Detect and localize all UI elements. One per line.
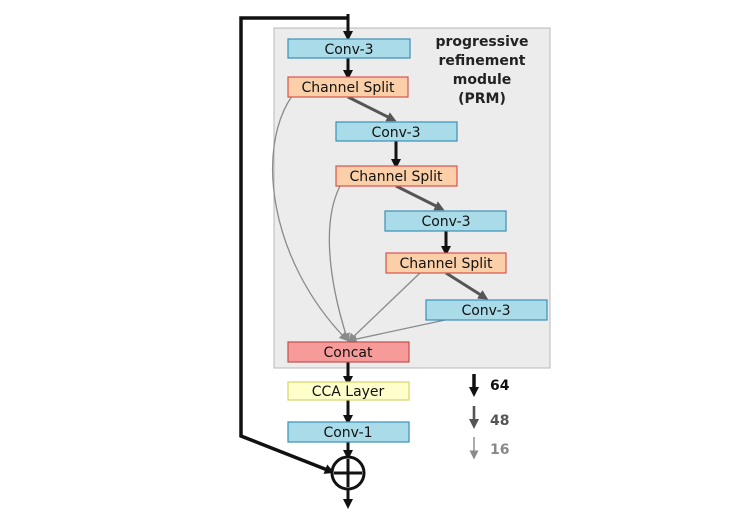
conv3-node-3: Conv-3 xyxy=(384,210,507,232)
channel-split-node-2: Channel Split xyxy=(335,165,458,187)
conv1-node: Conv-1 xyxy=(287,421,410,443)
prm-title-line1: progressive xyxy=(435,34,528,50)
legend-item-64: 64 xyxy=(469,374,510,397)
channel-split-node-3-label: Channel Split xyxy=(400,256,493,272)
curve-split-c-concat xyxy=(347,272,421,343)
element-wise-sum-icon xyxy=(330,455,366,491)
channel-split-node-1: Channel Split xyxy=(287,76,409,98)
channel-split-node-2-label: Channel Split xyxy=(350,169,443,185)
legend-label-16: 16 xyxy=(490,442,509,458)
prm-title-line3: module xyxy=(453,72,512,88)
concat-node-label: Concat xyxy=(324,345,373,361)
channel-split-node-1-label: Channel Split xyxy=(302,80,395,96)
curve-split-a-concat xyxy=(271,95,349,342)
arrow-split-b-conv3c xyxy=(395,184,445,211)
cca-layer-node-label: CCA Layer xyxy=(312,384,385,400)
legend-label-48: 48 xyxy=(490,413,509,429)
legend-item-16: 16 xyxy=(469,437,509,460)
channel-split-node-3: Channel Split xyxy=(385,252,507,274)
arrow-split-a-conv3b xyxy=(347,95,397,122)
skip-connection xyxy=(239,16,348,474)
prm-title-line4: (PRM) xyxy=(458,91,506,107)
conv3-node-4: Conv-3 xyxy=(425,299,548,321)
conv3-node-1: Conv-3 xyxy=(287,38,411,59)
conv1-node-label: Conv-1 xyxy=(323,425,372,441)
conv3-node-4-label: Conv-3 xyxy=(461,303,510,319)
conv3-node-1-label: Conv-3 xyxy=(324,42,373,58)
conv3-node-2-label: Conv-3 xyxy=(371,125,420,141)
legend-item-48: 48 xyxy=(469,406,509,429)
conv3-node-3-label: Conv-3 xyxy=(421,214,470,230)
legend-label-64: 64 xyxy=(490,378,510,394)
cca-layer-node: CCA Layer xyxy=(287,381,410,401)
curve-split-b-concat xyxy=(328,185,350,343)
prm-title-line2: refinement xyxy=(439,53,526,69)
concat-node: Concat xyxy=(287,341,410,363)
channel-legend: 64 48 16 xyxy=(469,374,510,460)
curve-conv3d-concat xyxy=(347,319,446,344)
arrow-split-c-conv3d xyxy=(445,271,489,300)
conv3-node-2: Conv-3 xyxy=(335,121,458,142)
